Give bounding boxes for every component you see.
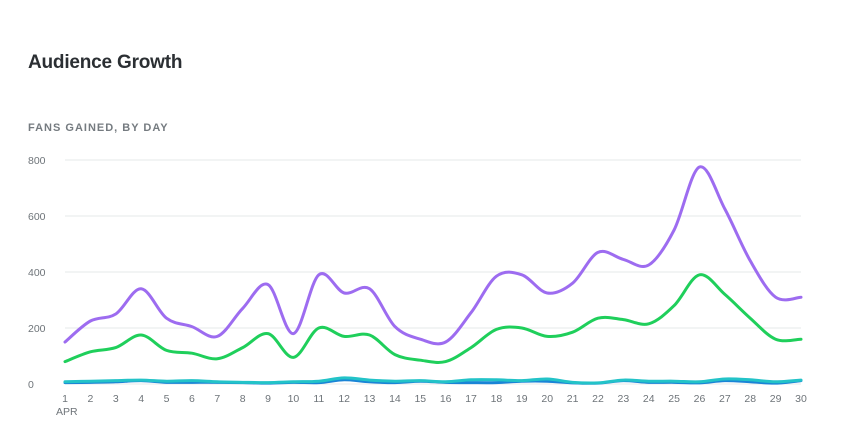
x-tick-label: 5: [164, 393, 170, 405]
x-tick-label: 26: [694, 393, 706, 405]
x-tick-label: 11: [313, 393, 324, 405]
y-tick-label: 0: [28, 379, 34, 391]
x-axis-ticks: 1 2 3 4 5 6 7 8 9 10 11 12 13 14 15 16 17 18 19 20 21 22 23 24 2…: [56, 393, 807, 418]
x-tick-label: 30: [795, 393, 807, 405]
chart-title: Audience Growth: [28, 52, 183, 73]
grid: [65, 159, 801, 385]
x-tick-label: 12: [338, 393, 350, 405]
x-tick-label: 1: [62, 393, 68, 405]
x-tick-label: 15: [414, 393, 426, 405]
y-tick-label: 200: [28, 323, 46, 335]
x-tick-label: 4: [138, 393, 144, 405]
y-axis-ticks: 0 200 400 600 800: [28, 155, 46, 391]
series-line: [63, 376, 803, 385]
series-line: [63, 273, 803, 364]
x-tick-label: 20: [541, 393, 553, 405]
x-tick-label: 16: [440, 393, 452, 405]
x-tick-label: 25: [668, 393, 680, 405]
series: [63, 165, 803, 385]
y-tick-label: 800: [28, 155, 46, 167]
x-tick-label: 14: [389, 393, 401, 405]
x-tick-label: 8: [240, 393, 246, 405]
x-tick-label: 28: [744, 393, 756, 405]
x-tick-label: 7: [214, 393, 220, 405]
y-tick-label: 600: [28, 211, 46, 223]
series-line: [63, 165, 803, 346]
x-tick-label: 9: [265, 393, 271, 405]
x-tick-label: 18: [491, 393, 503, 405]
x-tick-label: 3: [113, 393, 119, 405]
x-tick-label: 24: [643, 393, 655, 405]
x-tick-label: 22: [592, 393, 604, 405]
y-tick-label: 400: [28, 267, 46, 279]
x-tick-label: 6: [189, 393, 195, 405]
x-tick-label: 17: [465, 393, 477, 405]
x-tick-label: 2: [87, 393, 93, 405]
chart-subtitle: FANS GAINED, BY DAY: [28, 122, 169, 134]
x-tick-label: 19: [516, 393, 528, 405]
x-month-label: APR: [56, 406, 78, 418]
x-tick-label: 29: [770, 393, 782, 405]
x-tick-label: 23: [618, 393, 630, 405]
x-tick-label: 21: [567, 393, 579, 405]
x-tick-label: 27: [719, 393, 731, 405]
x-tick-label: 13: [364, 393, 376, 405]
x-tick-label: 10: [288, 393, 300, 405]
